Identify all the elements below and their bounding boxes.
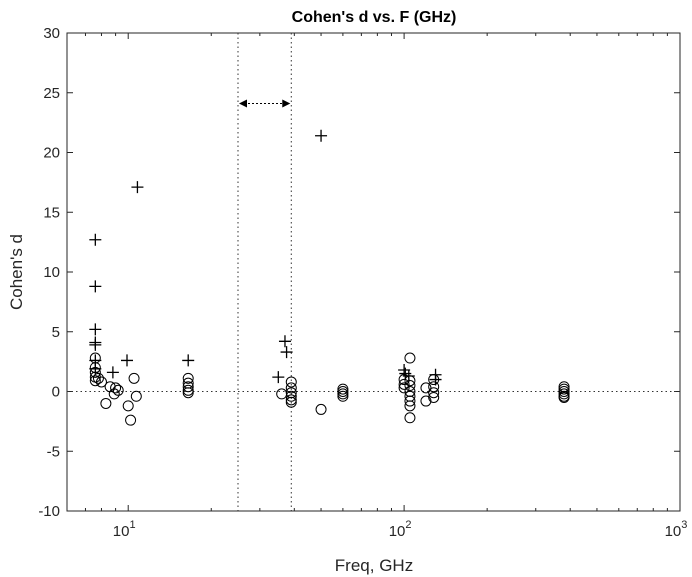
circle-marker — [558, 391, 570, 403]
circle-marker — [428, 391, 440, 403]
circle-marker — [337, 390, 349, 402]
circle-marker — [404, 352, 416, 364]
circle-marker — [285, 382, 297, 394]
plot-area: -10 -5 0 5 10 15 20 25 30 101 102 103 — [38, 25, 687, 540]
plus-marker — [315, 129, 328, 142]
circle-marker — [89, 366, 101, 378]
circle-marker — [558, 386, 570, 397]
circle-marker — [182, 387, 194, 399]
circle-marker — [100, 397, 112, 409]
x-axis-title: Freq, GHz — [335, 556, 413, 575]
circle-marker — [182, 372, 194, 384]
circle-marker — [398, 382, 410, 394]
circle-marker — [89, 375, 101, 387]
x-tick-label: 103 — [665, 519, 688, 540]
circle-marker — [315, 403, 327, 415]
circle-marker — [337, 386, 349, 397]
chart-title: Cohen's d vs. F (GHz) — [292, 9, 457, 26]
circle-marker — [122, 400, 134, 412]
y-tick-label: 30 — [43, 25, 60, 42]
plus-marker — [429, 373, 442, 386]
y-tick-label: 5 — [52, 324, 60, 341]
circle-marker — [182, 381, 194, 393]
circle-marker — [337, 388, 349, 400]
circle-marker — [420, 382, 432, 394]
circle-marker — [404, 400, 416, 412]
circle-marker — [404, 375, 416, 387]
y-tick-label: 10 — [43, 264, 60, 281]
circle-marker — [398, 378, 410, 390]
circle-marker — [398, 374, 410, 386]
range-arrow-head-right — [282, 99, 291, 108]
circle-marker — [428, 387, 440, 399]
plus-marker — [106, 366, 119, 379]
plus-marker — [280, 346, 293, 359]
y-tick-label: 15 — [43, 204, 60, 221]
circle-marker — [285, 396, 297, 408]
circle-marker — [110, 382, 122, 394]
range-arrow-head-left — [238, 99, 247, 108]
plus-marker — [182, 354, 195, 367]
y-tick-label: -5 — [47, 443, 60, 460]
x-tick-label: 101 — [113, 519, 136, 540]
circle-marker — [285, 390, 297, 402]
y-tick-label: -10 — [38, 503, 60, 520]
circle-marker — [130, 390, 142, 402]
circle-marker — [128, 372, 140, 384]
circle-marker — [404, 395, 416, 407]
circle-marker — [108, 388, 120, 400]
circle-marker — [95, 376, 107, 388]
circle-marker — [337, 383, 349, 395]
circle-marker — [404, 412, 416, 424]
circle-marker — [428, 381, 440, 393]
circle-marker — [404, 380, 416, 392]
circle-marker — [112, 384, 124, 396]
plus-marker — [272, 371, 285, 384]
plus-marker — [89, 323, 102, 336]
y-tick-label: 20 — [43, 145, 60, 162]
circle-marker — [285, 376, 297, 388]
circle-marker — [92, 372, 104, 384]
plus-marker — [89, 338, 102, 351]
circle-marker — [558, 388, 570, 400]
y-tick-label: 0 — [52, 384, 60, 401]
plus-marker — [121, 354, 134, 367]
circle-marker — [285, 394, 297, 406]
x-tick-label: 102 — [389, 519, 412, 540]
plus-marker — [131, 181, 144, 194]
circle-marker — [428, 374, 440, 386]
y-tick-label: 25 — [43, 85, 60, 102]
plus-marker — [278, 335, 291, 348]
circle-marker — [125, 414, 137, 426]
circle-marker — [182, 384, 194, 396]
plus-marker — [89, 280, 102, 293]
y-axis-title: Cohen's d — [7, 234, 26, 310]
plus-marker — [89, 233, 102, 246]
circle-marker — [558, 383, 570, 395]
